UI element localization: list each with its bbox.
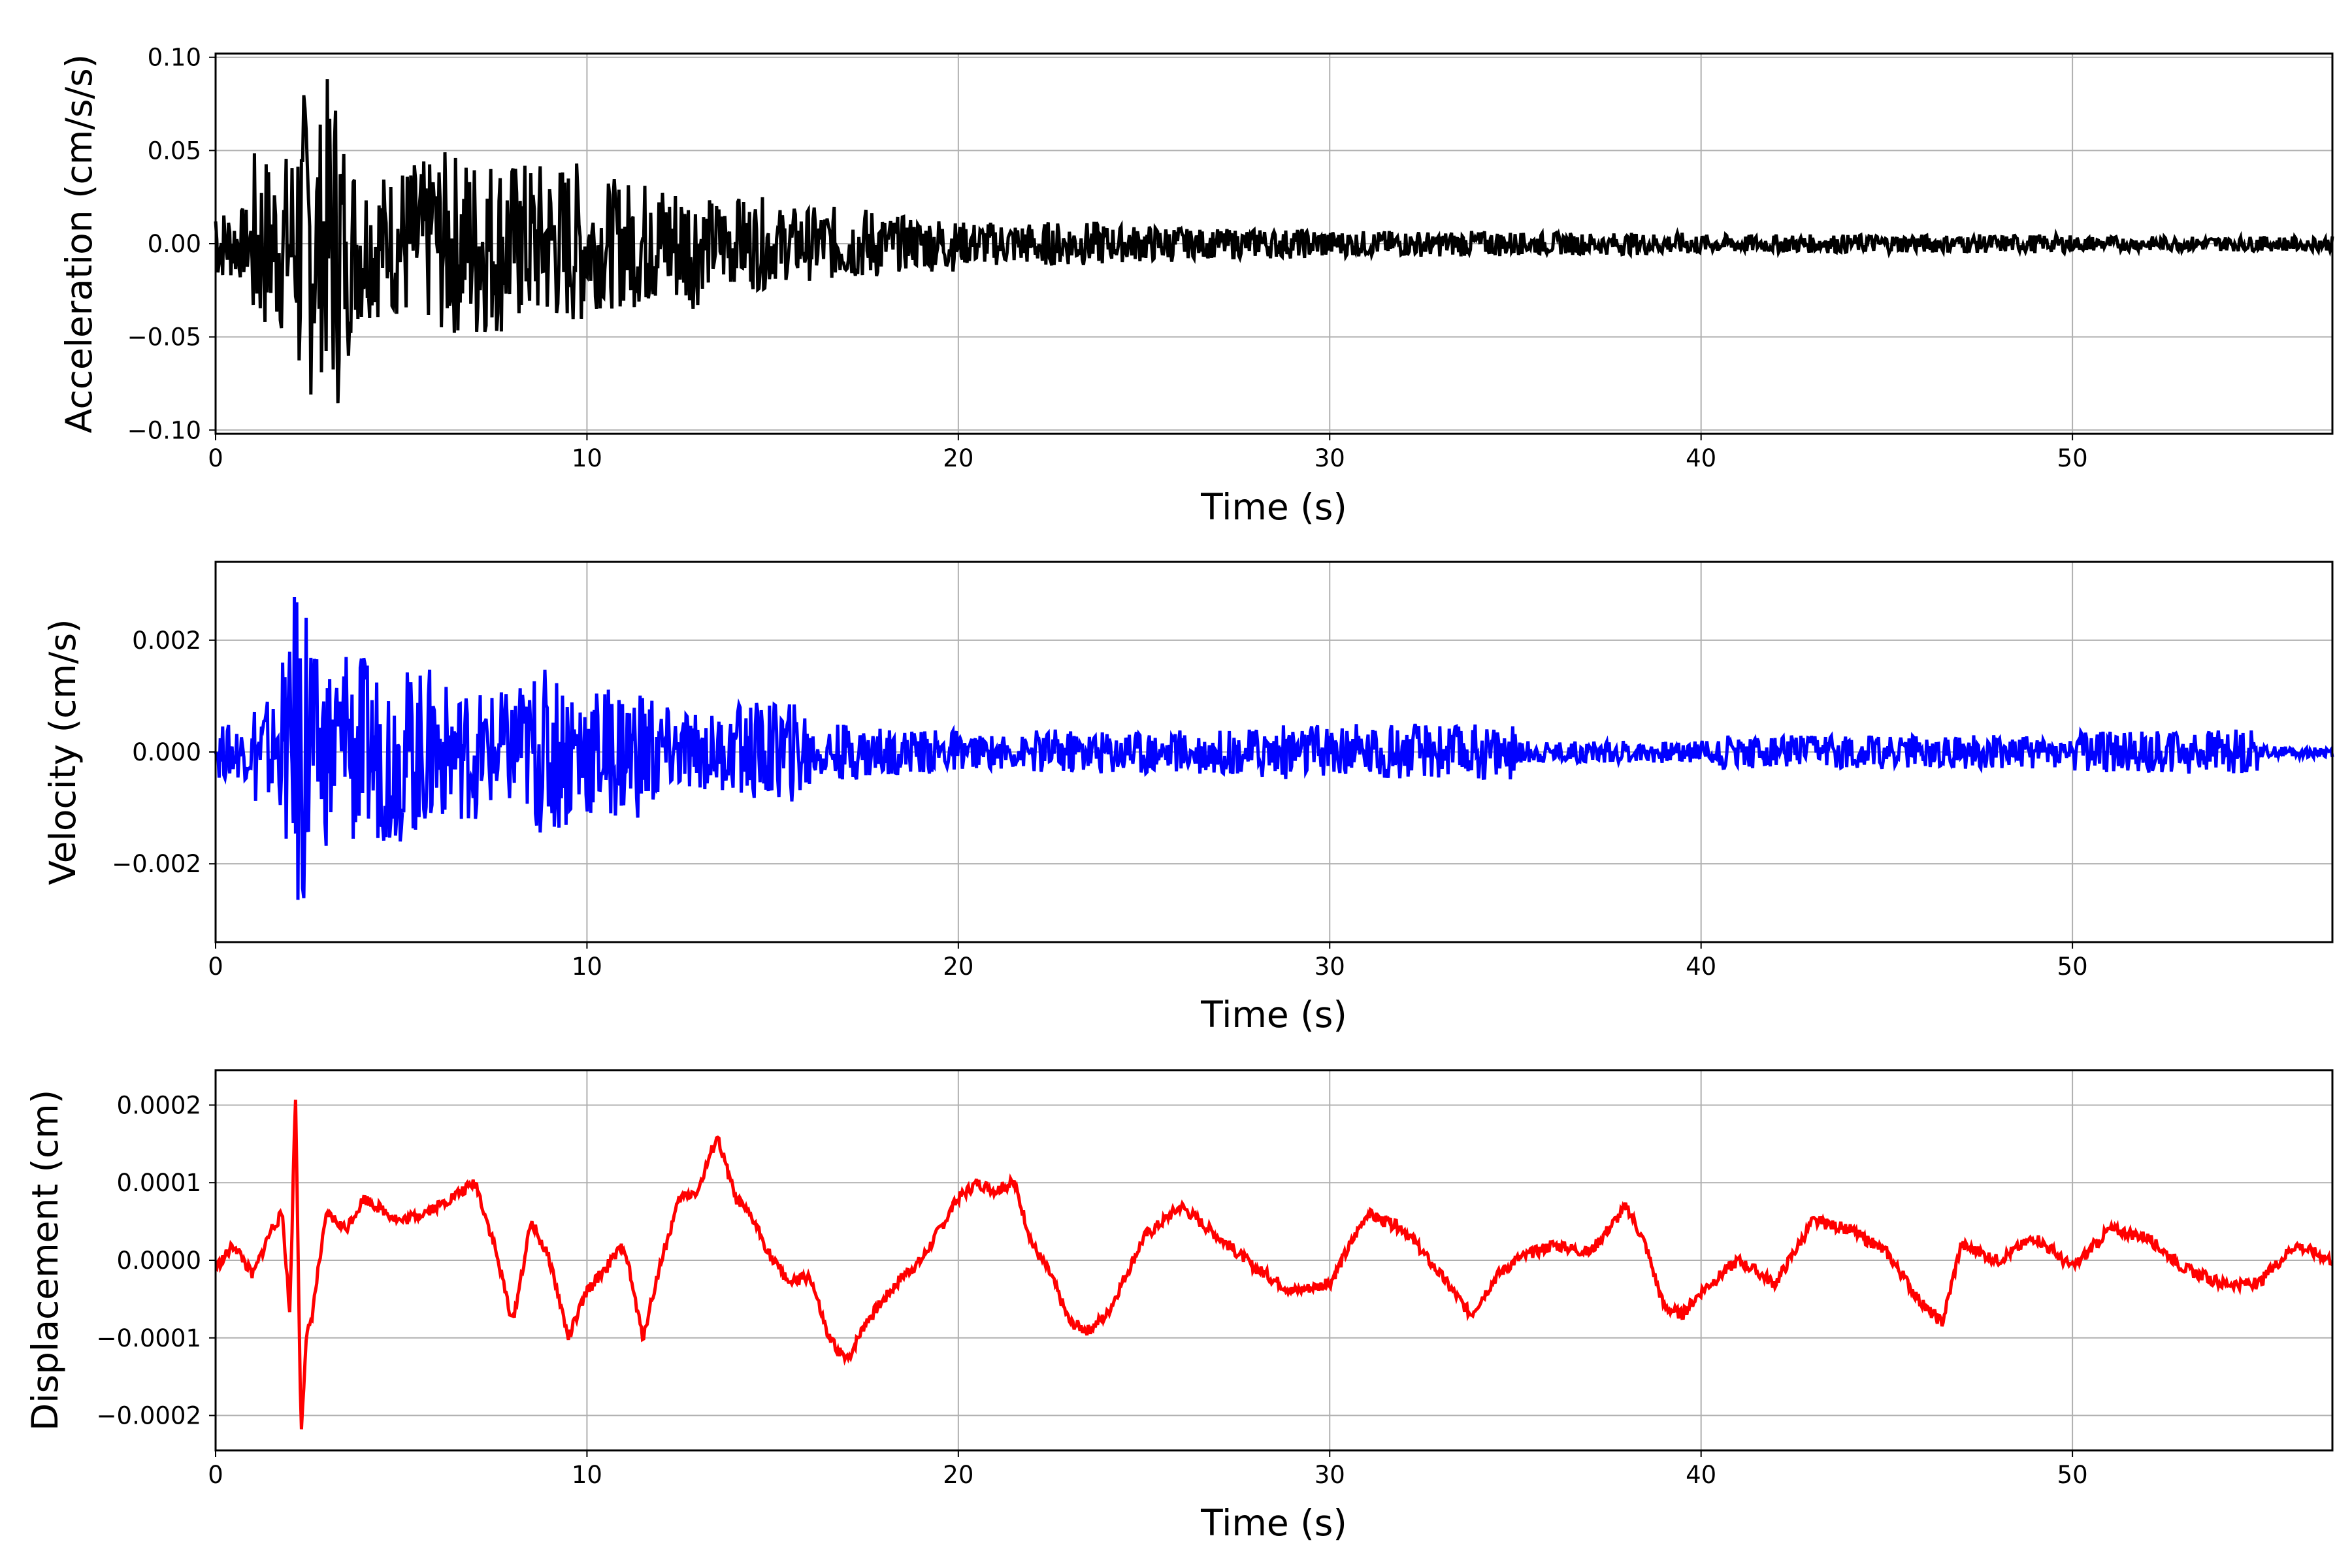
displacement-x-tick-label: 20 <box>943 1461 973 1489</box>
acceleration-x-tick-label: 0 <box>208 444 223 472</box>
acceleration-y-tick-label: 0.00 <box>148 230 201 258</box>
acceleration-x-tick-label: 40 <box>1686 444 1716 472</box>
velocity-x-tick-label: 10 <box>572 953 602 981</box>
acceleration-y-tick-label: −0.05 <box>127 323 201 351</box>
velocity-panel: 0 10 20 30 40 50 −0.002 0.000 0.002 Time (s) Ve… <box>42 561 2334 1036</box>
velocity-series-line <box>214 596 2334 900</box>
velocity-y-tick-label: −0.002 <box>112 850 201 878</box>
acceleration-x-tick-label: 50 <box>2057 444 2088 472</box>
displacement-x-tick-label: 40 <box>1686 1461 1716 1489</box>
acceleration-x-tick-label: 10 <box>572 444 602 472</box>
velocity-x-axis-label: Time (s) <box>1200 994 1347 1036</box>
displacement-y-tick-label: 0.0002 <box>117 1091 201 1119</box>
displacement-x-tick-label: 50 <box>2057 1461 2088 1489</box>
velocity-x-tick-label: 40 <box>1686 953 1716 981</box>
displacement-y-axis-label: Displacement (cm) <box>24 1090 66 1431</box>
acceleration-series-line <box>214 79 2334 404</box>
acceleration-y-tick-label: 0.05 <box>148 137 201 165</box>
displacement-series-line <box>214 1100 2334 1429</box>
acceleration-y-tick-label: 0.10 <box>148 44 201 72</box>
velocity-x-tick-label: 0 <box>208 953 223 981</box>
displacement-x-tick-label: 30 <box>1315 1461 1345 1489</box>
acceleration-x-tick-label: 30 <box>1315 444 1345 472</box>
acceleration-x-axis-label: Time (s) <box>1200 486 1347 528</box>
acceleration-panel: 0 10 20 30 40 50 −0.10 −0.05 0.00 0.05 0.10 Time … <box>58 44 2334 528</box>
velocity-x-tick-label: 20 <box>943 953 973 981</box>
acceleration-x-tick-label: 20 <box>943 444 973 472</box>
acceleration-y-axis-label: Acceleration (cm/s/s) <box>58 54 100 433</box>
displacement-panel: 0 10 20 30 40 50 −0.0002 −0.0001 0.0000 0.0001 0.… <box>24 1069 2334 1544</box>
displacement-y-tick-label: −0.0002 <box>97 1402 201 1430</box>
displacement-y-tick-label: 0.0001 <box>117 1169 201 1197</box>
displacement-x-axis-label: Time (s) <box>1200 1502 1347 1544</box>
velocity-x-tick-label: 30 <box>1315 953 1345 981</box>
velocity-x-tick-label: 50 <box>2057 953 2088 981</box>
displacement-x-tick-label: 10 <box>572 1461 602 1489</box>
velocity-y-axis-label: Velocity (cm/s) <box>42 619 84 885</box>
displacement-x-tick-label: 0 <box>208 1461 223 1489</box>
velocity-y-tick-label: 0.002 <box>132 627 201 655</box>
acceleration-y-tick-label: −0.10 <box>127 416 201 444</box>
displacement-y-tick-label: 0.0000 <box>117 1247 201 1275</box>
displacement-y-tick-label: −0.0001 <box>97 1324 201 1352</box>
velocity-y-tick-label: 0.000 <box>132 738 201 766</box>
